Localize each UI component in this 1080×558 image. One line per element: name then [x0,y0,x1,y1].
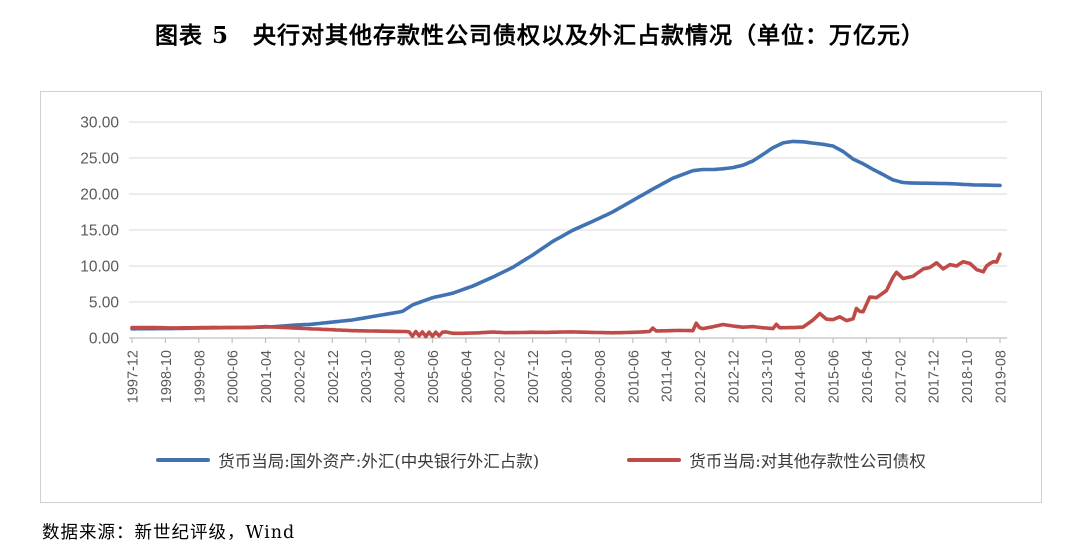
x-axis-label: 2003-10 [359,350,375,403]
chart-legend: 货币当局:国外资产:外汇(中央银行外汇占款) 货币当局:对其他存款性公司债权 [41,448,1041,472]
x-axis-label: 2014-08 [793,350,809,403]
legend-label-claims: 货币当局:对其他存款性公司债权 [689,452,926,471]
x-axis-label: 2016-04 [860,350,876,403]
x-axis-label: 2018-10 [960,350,976,403]
legend-line-sample-blue [156,457,211,463]
chart-figure-title: 图表 5 央行对其他存款性公司债权以及外汇占款情况（单位：万亿元） [154,22,925,49]
x-axis-label: 2012-02 [693,350,709,403]
x-axis-label: 1998-10 [159,350,175,403]
legend-item-claims: 货币当局:对其他存款性公司债权 [627,448,926,472]
x-axis-label: 2008-10 [560,350,576,403]
x-axis-label: 2000-06 [226,350,242,403]
y-axis-label: 5.00 [89,295,120,312]
x-axis-label: 2002-02 [292,350,308,403]
y-axis-label: 25.00 [80,151,119,168]
x-axis-label: 2017-12 [927,350,943,403]
legend-item-fx: 货币当局:国外资产:外汇(中央银行外汇占款) [156,448,539,472]
x-axis-label: 2017-02 [893,350,909,403]
x-axis-label: 1999-08 [192,350,208,403]
x-axis-label: 2004-08 [393,350,409,403]
series-line-1 [130,252,1002,339]
x-axis-label: 2001-04 [259,350,275,403]
y-axis-label: 20.00 [80,187,119,204]
y-axis-label: 0.00 [89,331,120,348]
data-source-note: 数据来源：新世纪评级，Wind [42,523,296,543]
x-axis-label: 2006-04 [459,350,475,403]
legend-label-fx: 货币当局:国外资产:外汇(中央银行外汇占款) [218,452,540,471]
chart-area: 30.00 25.00 20.00 15.00 10.00 5.00 0.00 1997-12… [40,91,1042,503]
line-chart: 30.00 25.00 20.00 15.00 10.00 5.00 0.00 1997-12… [80,115,1010,404]
y-axis-label: 10.00 [80,259,119,276]
legend-line-sample-red [627,457,682,463]
x-axis-label: 1997-12 [126,350,142,403]
x-axis-label: 2019-08 [994,350,1010,403]
x-axis-label: 2005-06 [426,350,442,403]
y-axis-label: 15.00 [80,223,119,240]
y-axis-label: 30.00 [80,115,119,132]
x-axis-label: 2002-12 [326,350,342,403]
x-axis-label: 2009-08 [593,350,609,403]
x-axis-label: 2013-10 [760,350,776,403]
x-axis-label: 2011-04 [660,350,676,402]
x-axis-label: 2007-02 [493,350,509,403]
x-axis-label: 2007-12 [526,350,542,403]
x-axis-label: 2010-06 [626,350,642,403]
x-axis-label: 2012-12 [726,350,742,403]
x-axis-label: 2015-06 [827,350,843,403]
